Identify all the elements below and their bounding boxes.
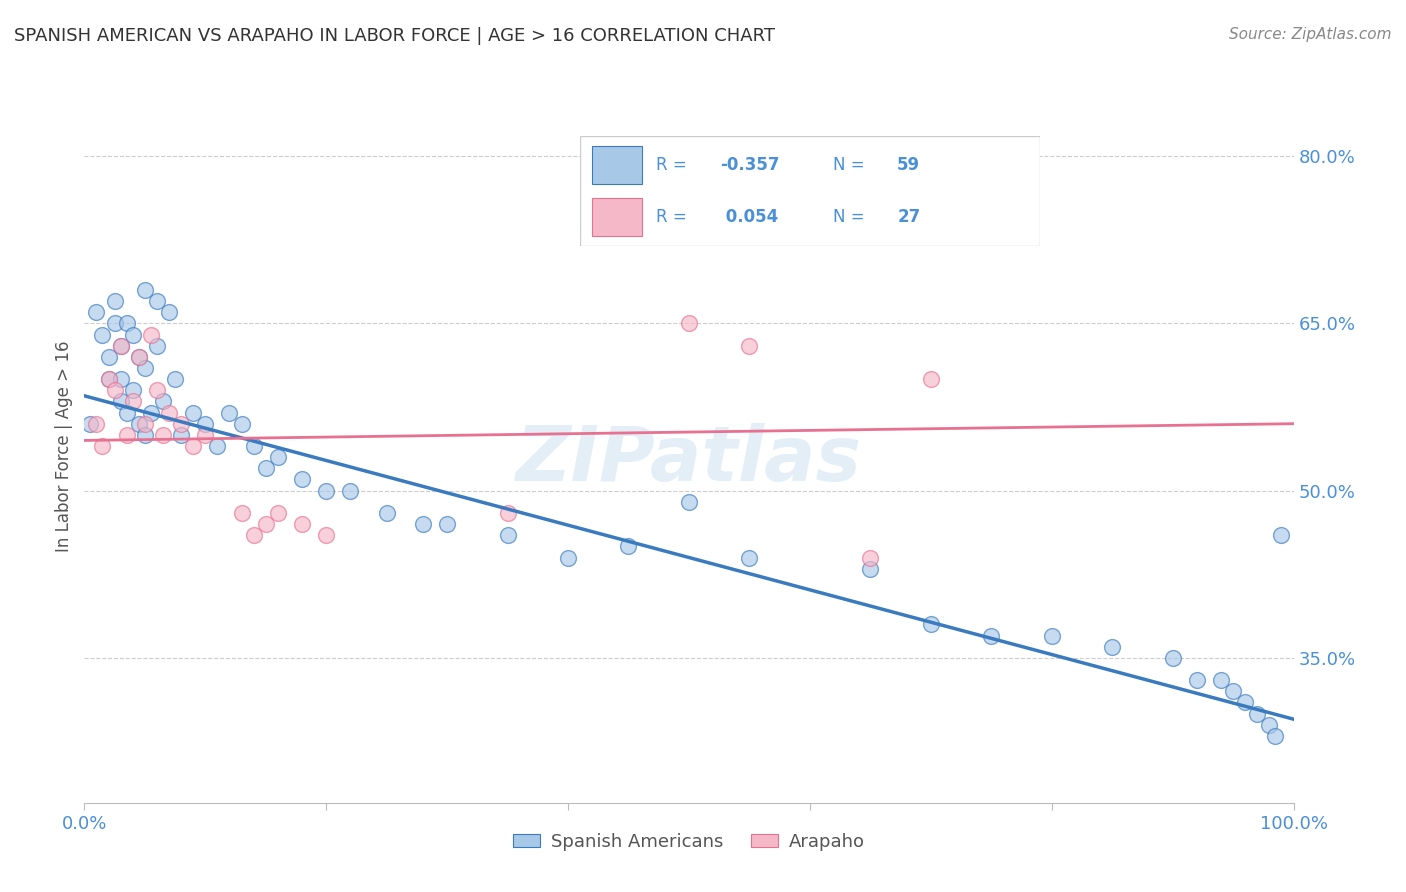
Point bbox=[157, 305, 180, 319]
Point bbox=[181, 439, 204, 453]
Text: ZIPatlas: ZIPatlas bbox=[516, 424, 862, 497]
Point bbox=[128, 350, 150, 364]
Point bbox=[139, 405, 162, 420]
Text: SPANISH AMERICAN VS ARAPAHO IN LABOR FORCE | AGE > 16 CORRELATION CHART: SPANISH AMERICAN VS ARAPAHO IN LABOR FOR… bbox=[14, 27, 775, 45]
Point bbox=[157, 405, 180, 420]
Point bbox=[207, 439, 229, 453]
Point bbox=[121, 394, 143, 409]
Point bbox=[1234, 696, 1257, 710]
Point bbox=[152, 394, 174, 409]
Point bbox=[291, 517, 314, 532]
Point bbox=[920, 372, 942, 386]
Point bbox=[1264, 729, 1286, 743]
Point bbox=[1161, 651, 1184, 665]
Point bbox=[134, 361, 156, 376]
Point bbox=[231, 506, 253, 520]
Point bbox=[97, 350, 120, 364]
Point bbox=[738, 550, 761, 565]
Point bbox=[181, 405, 204, 420]
Point bbox=[115, 427, 138, 442]
Point bbox=[115, 316, 138, 330]
Point bbox=[86, 417, 108, 431]
Legend: Spanish Americans, Arapaho: Spanish Americans, Arapaho bbox=[506, 826, 872, 858]
Point bbox=[110, 394, 132, 409]
Point bbox=[139, 327, 162, 342]
Point bbox=[146, 384, 169, 398]
Point bbox=[315, 483, 337, 498]
Point bbox=[110, 338, 132, 352]
Point bbox=[412, 517, 434, 532]
Point bbox=[254, 517, 277, 532]
Point bbox=[128, 417, 150, 431]
Point bbox=[146, 293, 169, 308]
Point bbox=[375, 506, 398, 520]
Point bbox=[1185, 673, 1208, 687]
Point bbox=[231, 417, 253, 431]
Point bbox=[859, 550, 882, 565]
Point bbox=[315, 528, 337, 542]
Point bbox=[1040, 628, 1063, 642]
Point bbox=[496, 506, 519, 520]
Point bbox=[128, 350, 150, 364]
Point bbox=[678, 316, 700, 330]
Point bbox=[86, 305, 108, 319]
Point bbox=[738, 338, 761, 352]
Point bbox=[134, 283, 156, 297]
Point bbox=[339, 483, 361, 498]
Point bbox=[115, 405, 138, 420]
Point bbox=[121, 327, 143, 342]
Point bbox=[104, 384, 127, 398]
Point bbox=[1222, 684, 1244, 698]
Point bbox=[920, 617, 942, 632]
Point bbox=[146, 338, 169, 352]
Point bbox=[110, 372, 132, 386]
Y-axis label: In Labor Force | Age > 16: In Labor Force | Age > 16 bbox=[55, 340, 73, 552]
Point bbox=[152, 427, 174, 442]
Point bbox=[110, 338, 132, 352]
Point bbox=[1101, 640, 1123, 654]
Point bbox=[134, 427, 156, 442]
Point bbox=[557, 550, 579, 565]
Point bbox=[134, 417, 156, 431]
Point bbox=[97, 372, 120, 386]
Point bbox=[267, 450, 290, 464]
Point bbox=[267, 506, 290, 520]
Point bbox=[104, 293, 127, 308]
Point bbox=[1258, 717, 1281, 731]
Point bbox=[980, 628, 1002, 642]
Point bbox=[1209, 673, 1232, 687]
Point bbox=[170, 427, 193, 442]
Point bbox=[194, 427, 217, 442]
Point bbox=[91, 327, 114, 342]
Point bbox=[165, 372, 187, 386]
Point bbox=[79, 417, 101, 431]
Point bbox=[678, 494, 700, 508]
Point bbox=[242, 528, 264, 542]
Point bbox=[436, 517, 458, 532]
Point bbox=[170, 417, 193, 431]
Point bbox=[104, 316, 127, 330]
Point bbox=[1270, 528, 1292, 542]
Point bbox=[254, 461, 277, 475]
Point bbox=[1246, 706, 1268, 721]
Point bbox=[194, 417, 217, 431]
Point bbox=[291, 473, 314, 487]
Point bbox=[617, 539, 640, 553]
Text: Source: ZipAtlas.com: Source: ZipAtlas.com bbox=[1229, 27, 1392, 42]
Point bbox=[121, 384, 143, 398]
Point bbox=[97, 372, 120, 386]
Point bbox=[242, 439, 264, 453]
Point bbox=[496, 528, 519, 542]
Point bbox=[859, 562, 882, 576]
Point bbox=[218, 405, 240, 420]
Point bbox=[91, 439, 114, 453]
